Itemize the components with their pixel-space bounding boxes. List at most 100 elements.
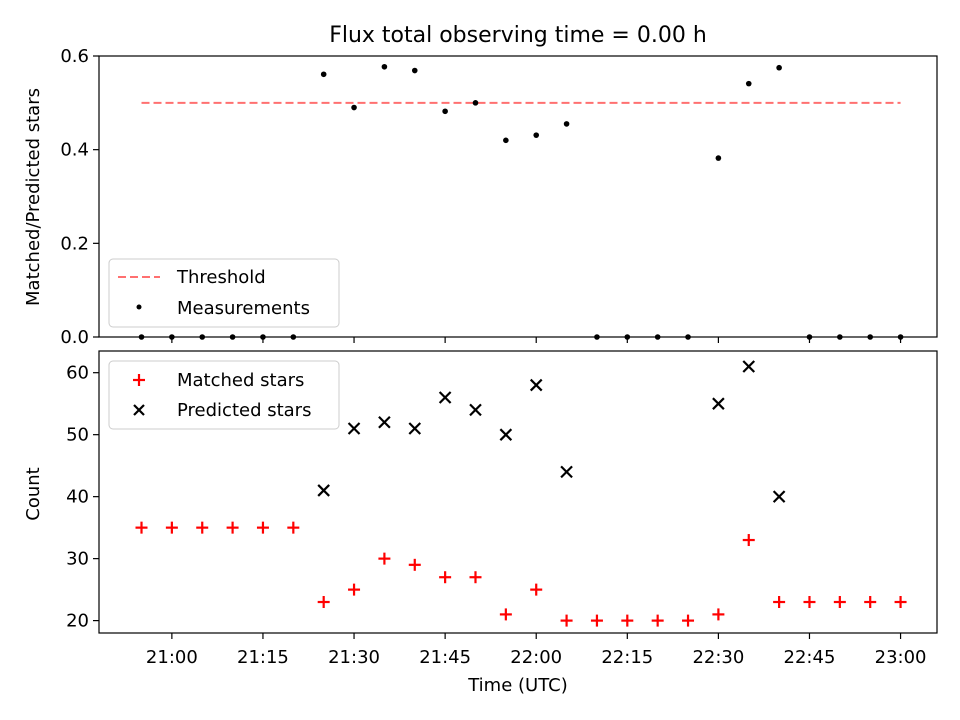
matched-stars-point (864, 596, 877, 609)
matched-stars-point (590, 614, 603, 627)
legend-measurements-swatch (136, 304, 142, 310)
count-legend: Matched stars Predicted stars (108, 360, 340, 430)
count-y-axis: 20 30 40 50 60 (66, 363, 99, 632)
matched-stars-point (317, 596, 330, 609)
x-tick-label: 22:15 (601, 647, 653, 668)
chart-title: Flux total observing time = 0.00 h (329, 23, 707, 48)
x-stroke-b (529, 378, 543, 392)
ratio-y-tick-label: 0.0 (60, 327, 89, 348)
matched-stars-point (469, 571, 482, 584)
matched-stars-point (165, 521, 178, 534)
predicted-stars-point (317, 484, 330, 497)
x-stroke-b (408, 422, 422, 435)
matched-stars-point (530, 583, 543, 596)
count-y-tick-label: 60 (66, 363, 89, 384)
matched-stars-point (833, 596, 846, 609)
matched-stars-point (773, 596, 786, 609)
matched-stars-point (348, 583, 361, 596)
measurement-point (381, 63, 388, 70)
measurement-point (594, 334, 600, 340)
count-y-tick-label: 50 (66, 425, 89, 446)
measurement-point (138, 334, 145, 340)
x-tick-label: 21:15 (237, 647, 289, 668)
ratio-x-axis (171, 337, 902, 343)
x-tick-label: 23:00 (875, 647, 927, 668)
x-tick-label: 21:00 (146, 647, 198, 668)
ratio-legend-box (108, 258, 340, 328)
measurement-point (472, 100, 479, 106)
measurement-point (897, 334, 904, 340)
measurement-point (776, 64, 782, 71)
x-axis-label: Time (UTC) (467, 675, 568, 696)
matched-stars-point (682, 614, 695, 627)
x-stroke-b (347, 422, 361, 435)
ratio-y-axis-label: Matched/Predicted stars (23, 88, 44, 306)
matched-stars-point (651, 614, 664, 627)
matched-stars-point (287, 521, 300, 534)
count-y-tick-label: 40 (66, 487, 89, 508)
count-x-axis: 21:00 21:15 21:30 21:45 22:00 22:15 22:30 22:45… (146, 633, 927, 668)
x-stroke-b (560, 465, 573, 479)
measurement-point (351, 104, 357, 111)
measurement-point (533, 132, 540, 138)
count-series (135, 360, 907, 627)
predicted-stars-point (347, 422, 361, 435)
matched-stars-point (499, 608, 512, 621)
x-tick-label: 21:45 (419, 647, 471, 668)
matched-stars-point (803, 596, 816, 609)
legend-predicted-label: Predicted stars (177, 400, 311, 421)
count-panel: 20 30 40 50 60 21:00 21:15 21:30 21:45 22:00 22:1… (23, 350, 938, 696)
matched-stars-point (378, 552, 391, 565)
ratio-y-axis: 0.0 0.2 0.4 0.6 (60, 46, 99, 348)
ratio-y-tick-label: 0.6 (60, 46, 89, 67)
x-stroke-b (378, 415, 391, 429)
measurement-point (837, 334, 843, 340)
matched-stars-point (621, 614, 634, 627)
count-legend-box (108, 360, 340, 430)
measurement-point (503, 137, 509, 144)
legend-matched-label: Matched stars (177, 370, 304, 391)
ratio-y-tick-label: 0.2 (60, 233, 89, 254)
measurement-point (229, 334, 236, 340)
measurement-point (260, 334, 266, 340)
count-y-axis-label: Count (23, 467, 44, 520)
predicted-stars-point (529, 378, 543, 392)
matched-stars-point (196, 521, 209, 534)
matched-stars-point (742, 534, 755, 547)
ratio-plot-frame (98, 55, 938, 338)
measurement-point (320, 71, 327, 78)
x-stroke-b (438, 391, 452, 404)
matched-stars-point (712, 608, 725, 621)
measurement-point (745, 80, 752, 87)
measurement-point (290, 334, 297, 340)
ratio-legend: Threshold Measurements (108, 258, 340, 328)
x-stroke-b (499, 428, 513, 441)
matched-stars-point (256, 521, 269, 534)
x-tick-label: 21:30 (328, 647, 380, 668)
predicted-stars-point (469, 403, 482, 417)
matched-stars-point (894, 596, 907, 609)
measurement-point (806, 334, 813, 340)
matched-stars-point (226, 521, 239, 534)
ratio-panel: 0.0 0.2 0.4 0.6 Matched/Predicted stars Thr… (23, 46, 938, 348)
matched-stars-point (560, 614, 573, 627)
measurement-point (624, 334, 631, 340)
predicted-stars-point (712, 397, 725, 410)
matched-stars-point (439, 571, 452, 584)
x-tick-label: 22:45 (784, 647, 836, 668)
predicted-stars-point (378, 415, 391, 429)
legend-measurements-label: Measurements (177, 298, 310, 319)
predicted-stars-point (408, 422, 422, 435)
measurement-point (199, 334, 206, 340)
predicted-stars-point (772, 490, 786, 503)
x-stroke-b (772, 490, 786, 503)
x-tick-label: 22:00 (510, 647, 562, 668)
legend-threshold-label: Threshold (176, 267, 266, 288)
measurement-point (685, 334, 691, 340)
matched-stars-point (408, 558, 421, 571)
predicted-stars-point (499, 428, 513, 441)
x-stroke-b (469, 403, 482, 417)
count-y-tick-label: 30 (66, 549, 89, 570)
x-tick-label: 22:30 (692, 647, 744, 668)
measurement-point (654, 334, 661, 340)
